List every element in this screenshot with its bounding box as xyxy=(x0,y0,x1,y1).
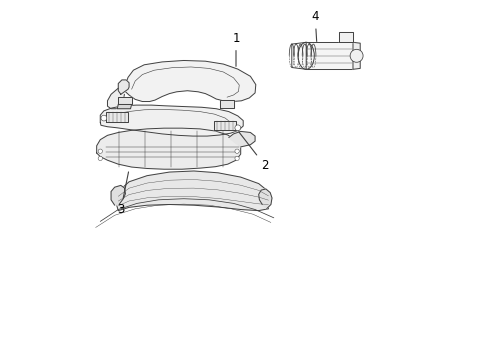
Circle shape xyxy=(98,156,102,161)
Polygon shape xyxy=(220,100,234,108)
Text: 3: 3 xyxy=(117,172,128,216)
Circle shape xyxy=(235,156,239,161)
Polygon shape xyxy=(117,104,132,109)
Polygon shape xyxy=(118,80,129,94)
Circle shape xyxy=(235,125,241,131)
Polygon shape xyxy=(118,97,132,104)
Text: 4: 4 xyxy=(312,10,319,44)
Polygon shape xyxy=(339,32,353,42)
Polygon shape xyxy=(124,60,256,102)
Circle shape xyxy=(235,149,239,153)
Polygon shape xyxy=(353,42,360,69)
Polygon shape xyxy=(306,42,353,69)
Polygon shape xyxy=(215,121,236,130)
Text: 1: 1 xyxy=(232,32,240,66)
Polygon shape xyxy=(111,185,125,205)
Polygon shape xyxy=(259,189,272,209)
Polygon shape xyxy=(116,171,269,211)
Polygon shape xyxy=(106,112,128,122)
Polygon shape xyxy=(107,88,124,109)
Circle shape xyxy=(350,49,363,62)
Circle shape xyxy=(101,115,107,121)
Polygon shape xyxy=(97,128,241,169)
Polygon shape xyxy=(100,105,243,136)
Polygon shape xyxy=(229,131,255,147)
Circle shape xyxy=(98,149,102,153)
Ellipse shape xyxy=(298,42,314,69)
Text: 2: 2 xyxy=(239,132,269,172)
